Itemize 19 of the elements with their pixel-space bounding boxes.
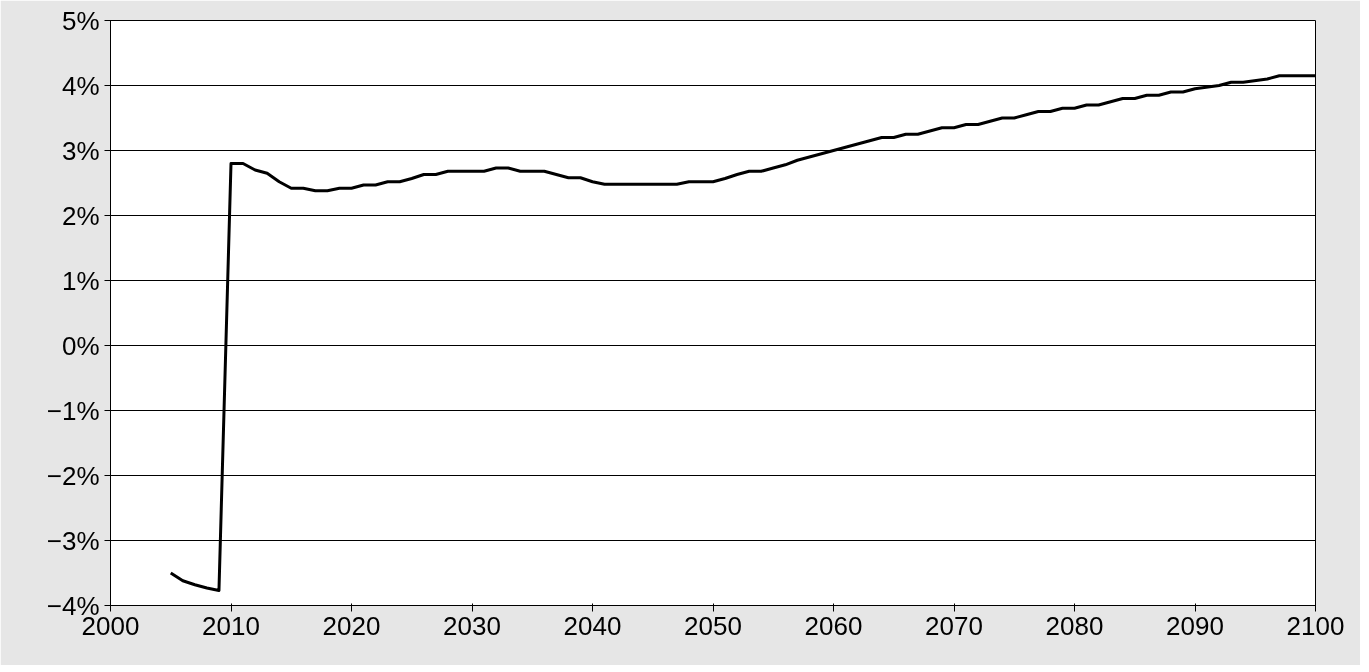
y-tick-label: 4% [61,70,100,101]
x-tick-label: 2090 [1166,610,1224,641]
x-tick-label: 2020 [322,610,381,641]
y-tick-label: −3% [46,525,100,556]
x-tick-label: 2060 [804,610,863,641]
x-tick-label: 2030 [443,610,501,641]
y-tick-label: 2% [61,200,100,231]
y-tick-label: −1% [46,395,100,426]
x-tick-label: 2080 [1045,610,1104,641]
y-tick-label: 3% [61,135,100,166]
y-tick-label: 5% [61,5,100,36]
y-tick-label: 1% [61,265,100,296]
y-tick-label: −2% [46,460,100,491]
y-tick-label: 0% [61,330,100,361]
x-tick-label: 2050 [684,610,742,641]
x-tick-label: 2100 [1286,610,1345,641]
x-tick-label: 2040 [563,610,622,641]
x-tick-label: 2070 [925,610,983,641]
x-tick-label: 2010 [202,610,260,641]
